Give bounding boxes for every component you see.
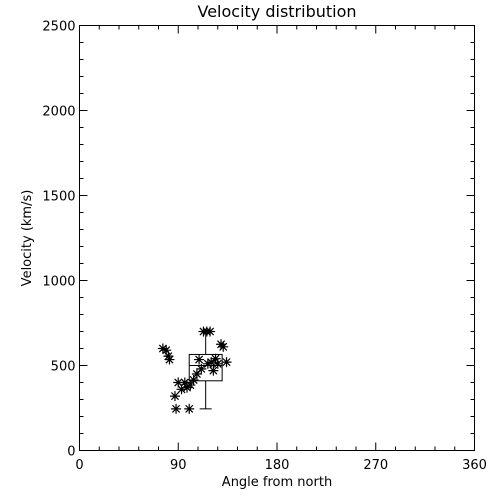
data-point bbox=[171, 403, 182, 414]
x-axis-label: Angle from north bbox=[222, 475, 332, 490]
data-point bbox=[212, 358, 223, 369]
data-point bbox=[210, 353, 221, 364]
x-tick-label: 360 bbox=[462, 458, 487, 473]
x-tick-label: 270 bbox=[363, 458, 388, 473]
data-point bbox=[169, 391, 180, 402]
data-point bbox=[157, 343, 168, 354]
y-tick-label: 2500 bbox=[42, 20, 75, 35]
x-tick-label: 90 bbox=[170, 458, 187, 473]
chart-title: Velocity distribution bbox=[197, 2, 356, 21]
y-tick-label: 1000 bbox=[42, 275, 75, 290]
y-tick-label: 2000 bbox=[42, 105, 75, 120]
x-tick-label: 180 bbox=[265, 458, 290, 473]
data-point bbox=[196, 363, 207, 374]
data-point bbox=[194, 354, 205, 365]
data-point bbox=[164, 354, 175, 365]
y-tick-label: 500 bbox=[51, 360, 76, 375]
data-point bbox=[205, 326, 216, 337]
y-tick-label: 1500 bbox=[42, 190, 75, 205]
data-point bbox=[221, 357, 232, 368]
plot-frame bbox=[79, 25, 475, 451]
data-point bbox=[206, 357, 217, 368]
data-point bbox=[163, 351, 174, 362]
data-point bbox=[185, 380, 196, 391]
data-point bbox=[191, 369, 202, 379]
data-point bbox=[202, 358, 213, 369]
data-point bbox=[173, 377, 184, 388]
data-point bbox=[188, 374, 199, 385]
y-axis-label: Velocity (km/s) bbox=[20, 190, 35, 287]
y-tick-label: 0 bbox=[67, 445, 75, 460]
data-point bbox=[184, 403, 195, 414]
data-point bbox=[218, 341, 229, 352]
x-axis: 0 90 180 270 360 bbox=[75, 25, 487, 473]
data-points bbox=[157, 326, 232, 414]
data-point bbox=[208, 365, 219, 376]
x-tick-label: 0 bbox=[75, 458, 83, 473]
data-point bbox=[179, 377, 190, 388]
y-axis: 0 500 1000 1500 2000 2500 bbox=[42, 20, 475, 460]
data-point bbox=[161, 345, 172, 356]
data-point bbox=[176, 384, 187, 395]
